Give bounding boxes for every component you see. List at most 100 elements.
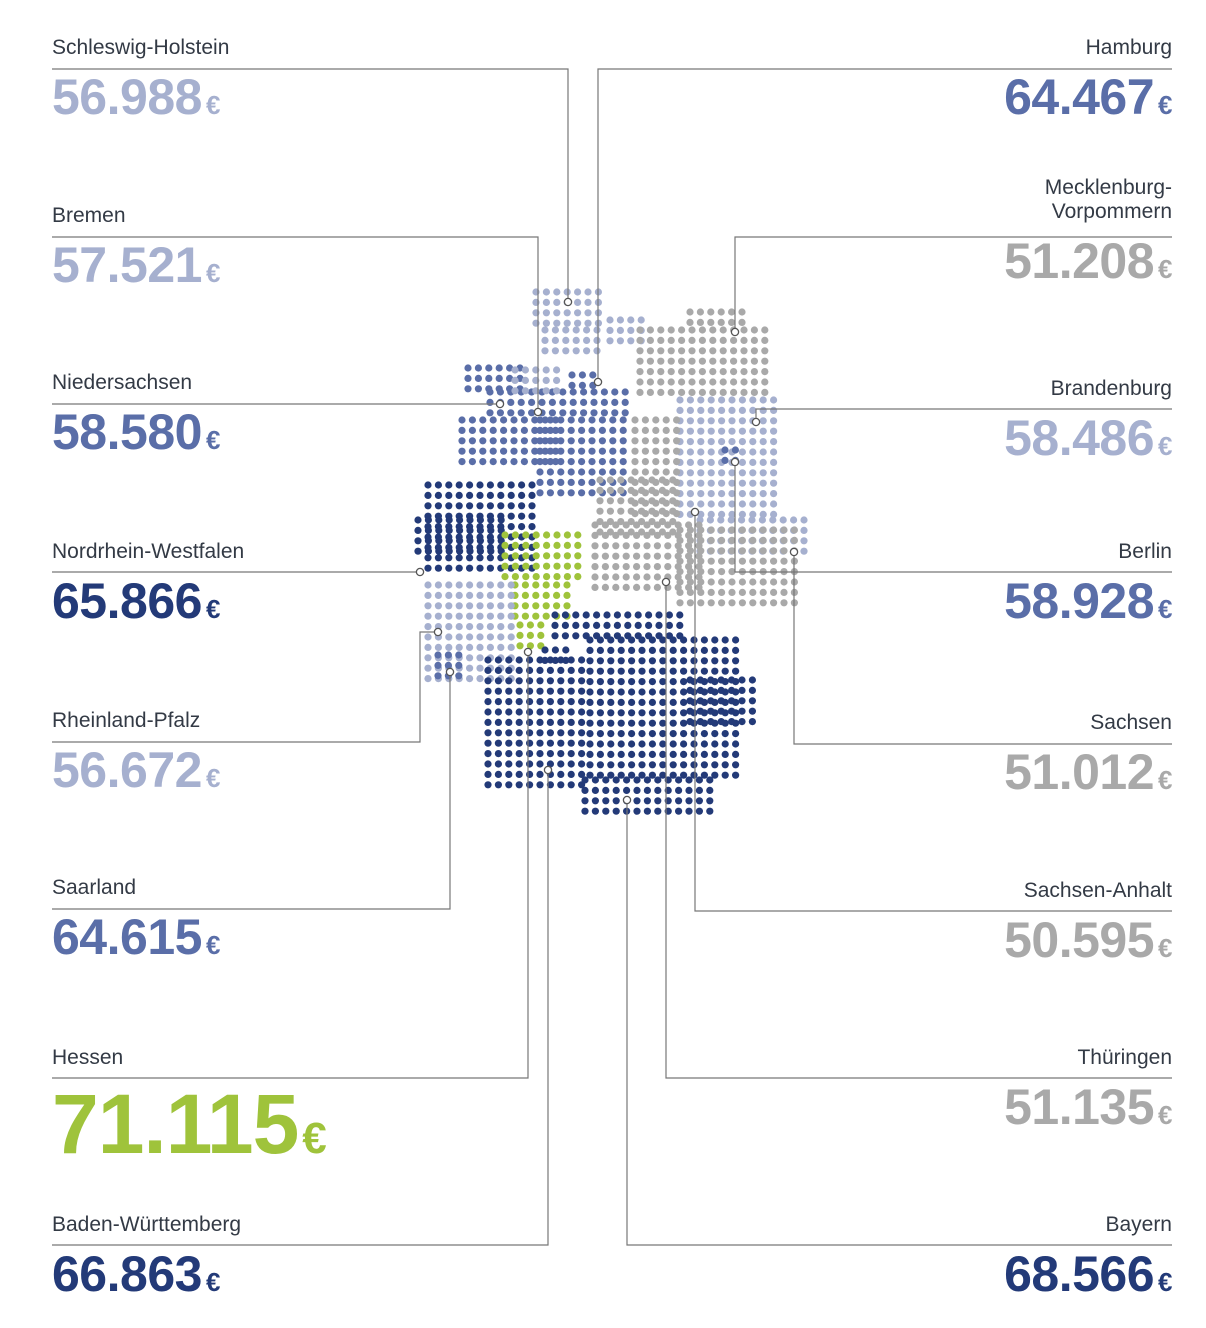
map-dot <box>424 547 432 555</box>
map-dot <box>759 526 767 534</box>
leader-line <box>665 582 1172 1079</box>
map-dot <box>476 654 484 662</box>
region-hamburg: Hamburg 64.467 € <box>1004 36 1172 132</box>
map-dot <box>521 376 530 384</box>
map-dot <box>748 707 757 715</box>
map-dot <box>738 308 746 316</box>
map-dot <box>653 563 662 571</box>
map-dot <box>507 591 515 600</box>
region-value: 71.115€ <box>52 1080 327 1183</box>
map-dot <box>424 643 432 652</box>
map-dot <box>557 489 565 497</box>
map-dot <box>569 398 577 406</box>
map-dot <box>653 521 662 529</box>
map-dot <box>532 573 540 581</box>
map-dot <box>520 437 529 445</box>
map-dot <box>578 478 586 486</box>
map-dot <box>641 437 650 445</box>
map-dot <box>424 591 432 600</box>
map-dot <box>434 643 442 652</box>
map-dot <box>466 664 474 672</box>
currency-symbol: € <box>302 1114 327 1163</box>
map-dot <box>621 388 629 396</box>
map-dot <box>445 526 453 535</box>
map-dot <box>464 364 472 372</box>
map-dot <box>728 697 736 705</box>
map-dot <box>456 537 464 545</box>
map-dot <box>707 686 715 695</box>
map-dot <box>507 612 515 620</box>
map-dot <box>732 730 740 738</box>
map-dot <box>659 698 667 707</box>
map-dot <box>721 636 729 644</box>
map-dot <box>532 531 540 539</box>
map-dot <box>749 479 757 487</box>
map-dot <box>697 427 705 435</box>
leader-anchor <box>433 627 443 637</box>
map-dot <box>542 319 551 327</box>
map-dot <box>646 326 655 334</box>
map-dot <box>749 490 757 498</box>
map-dot <box>780 547 788 555</box>
map-dot <box>780 599 788 607</box>
map-dot <box>790 516 798 524</box>
map-dot <box>617 698 625 707</box>
map-dot <box>638 646 646 655</box>
map-dot <box>507 623 515 631</box>
map-dot <box>686 686 694 695</box>
map-dot <box>593 326 601 334</box>
map-dot <box>648 719 657 727</box>
map-dot <box>546 739 555 747</box>
map-dot <box>486 633 494 641</box>
map-dot <box>711 740 719 748</box>
map-dot <box>653 531 662 540</box>
map-dot <box>578 458 586 466</box>
map-dot <box>553 366 561 374</box>
map-dot <box>484 739 492 747</box>
map-dot <box>567 458 575 466</box>
map-dot <box>486 602 494 610</box>
map-dot <box>698 336 707 344</box>
map-dot <box>563 319 571 327</box>
map-dot <box>659 730 667 738</box>
map-dot <box>646 388 655 396</box>
map-dot <box>690 646 698 655</box>
map-dot <box>738 438 747 446</box>
map-dot <box>698 347 707 355</box>
map-dot <box>551 347 560 355</box>
map-dot <box>515 677 523 685</box>
map-dot <box>526 677 534 685</box>
map-dot <box>424 581 432 589</box>
map-dot <box>586 740 594 748</box>
map-dot <box>673 437 681 445</box>
map-dot <box>596 646 605 655</box>
map-dot <box>607 750 615 759</box>
map-dot <box>474 374 482 382</box>
map-dot <box>557 698 565 706</box>
map-dot <box>543 531 551 539</box>
map-dot <box>718 568 726 576</box>
map-dot <box>489 437 497 445</box>
map-dot <box>738 718 746 726</box>
map-dot <box>578 698 586 706</box>
map-dot <box>706 776 714 784</box>
map-dot <box>586 698 594 707</box>
map-dot <box>591 521 599 529</box>
map-dot <box>688 368 696 376</box>
map-dot <box>476 526 484 535</box>
map-dot <box>616 316 625 324</box>
map-dot <box>643 797 652 805</box>
map-dot <box>623 786 631 795</box>
map-dot <box>494 760 502 768</box>
map-dot <box>617 678 625 686</box>
map-dot <box>636 326 644 334</box>
map-dot <box>505 656 513 664</box>
map-dot <box>680 761 688 769</box>
map-dot <box>522 552 530 560</box>
map-dot <box>531 458 539 466</box>
map-dot <box>424 502 432 510</box>
map-dot <box>434 581 442 589</box>
map-dot <box>636 378 644 386</box>
value-number: 51.135 <box>1004 1079 1155 1135</box>
map-dot <box>659 678 667 686</box>
